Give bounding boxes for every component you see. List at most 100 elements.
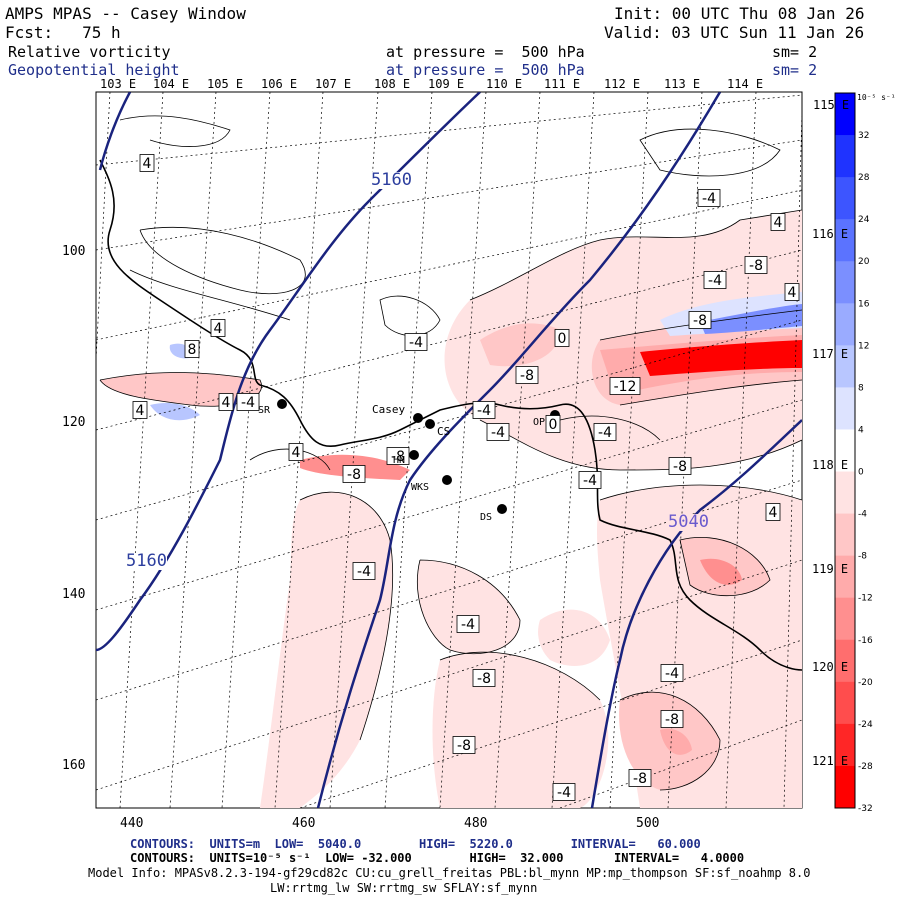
vorticity-label: -4 (703, 271, 727, 289)
vorticity-label: -8 (515, 366, 539, 384)
field1-level: at pressure = 500 hPa (386, 43, 585, 61)
lon-label: 112 E (604, 77, 641, 91)
vorticity-label: -4 (552, 783, 576, 801)
vorticity-label: -4 (486, 423, 510, 441)
height-contour-label: 5160 (126, 551, 167, 571)
svg-text:-4: -4 (357, 564, 371, 580)
vorticity-label: -8 (452, 736, 476, 754)
colorbar-swatch (835, 513, 855, 557)
station-label-wks: WKS (411, 482, 430, 493)
svg-text:-12: -12 (614, 379, 637, 395)
svg-text:-8: -8 (633, 771, 647, 787)
svg-text:-4: -4 (702, 191, 716, 207)
svg-text:4: 4 (214, 321, 223, 337)
svg-text:-8: -8 (391, 449, 405, 465)
lon-label: 108 E (374, 77, 411, 91)
vorticity-label: -4 (352, 562, 376, 580)
svg-text:-4: -4 (241, 395, 255, 411)
x-grid-label: 440 (120, 816, 144, 831)
colorbar-swatch (835, 471, 855, 515)
colorbar-swatch (835, 303, 855, 346)
svg-text:4: 4 (143, 156, 152, 172)
vorticity-label: -8 (660, 710, 684, 728)
colorbar-swatch (835, 93, 855, 136)
svg-text:-4: -4 (665, 666, 679, 682)
station-marker-ds (497, 504, 507, 514)
height-contour-info: CONTOURS: UNITS=m LOW= 5040.0 HIGH= 5220… (130, 837, 701, 851)
svg-text:4: 4 (774, 215, 783, 231)
vorticity-label: -4 (697, 189, 721, 207)
svg-text:-4: -4 (708, 273, 722, 289)
vorticity-label: 4 (765, 503, 781, 521)
svg-text:0: 0 (558, 331, 567, 347)
colorbar-tick-label: 20 (858, 257, 870, 267)
lon-label: 103 E (100, 77, 137, 91)
colorbar-tick-label: -12 (858, 594, 873, 604)
valid-time: Valid: 03 UTC Sun 11 Jan 26 (604, 23, 865, 42)
station-label-cs: CS (437, 425, 451, 438)
vorticity-label: 4 (139, 154, 155, 172)
vorticity-label: -12 (609, 377, 641, 395)
svg-text:-8: -8 (749, 258, 763, 274)
coastline (99, 159, 802, 671)
lon-label: 109 E (428, 77, 465, 91)
colorbar: 32 28 24 20 16 12 8 4 0 -4 -8 -12 -16 -20 -24 -28 -32 (834, 92, 873, 814)
svg-text:4: 4 (136, 403, 145, 419)
station-marker-casey (413, 413, 423, 423)
colorbar-tick-label: 24 (858, 215, 870, 225)
vorticity-label: -8 (744, 256, 768, 274)
vorticity-label: -4 (236, 393, 260, 411)
station-marker-wks (442, 475, 452, 485)
colorbar-unit: 10⁻⁵ s⁻¹ (857, 93, 896, 102)
colorbar-tick-label: -16 (858, 636, 873, 646)
colorbar-swatch (835, 597, 855, 641)
vorticity-label: 0 (545, 415, 561, 433)
vorticity-label: 0 (554, 329, 570, 347)
field1-name: Relative vorticity (8, 43, 171, 61)
svg-text:-8: -8 (520, 368, 534, 384)
svg-text:-4: -4 (598, 425, 612, 441)
svg-text:4: 4 (292, 445, 301, 461)
colorbar-swatch (835, 261, 855, 304)
vorticity-label: -4 (660, 664, 684, 682)
lon-label: 104 E (153, 77, 190, 91)
colorbar-border (834, 92, 856, 809)
svg-text:-8: -8 (347, 467, 361, 483)
svg-text:-4: -4 (461, 617, 475, 633)
colorbar-tick-label: -24 (858, 720, 873, 730)
colorbar-tick-label: -32 (858, 804, 873, 814)
field1-smoothing: sm= 2 (772, 43, 818, 61)
colorbar-tick-label: 4 (858, 425, 864, 435)
height-contour-label: 5160 (371, 170, 412, 190)
svg-text:-4: -4 (477, 403, 491, 419)
vorticity-label: -4 (404, 333, 428, 351)
lon-label-right: 121 E (812, 754, 849, 768)
model-info-physics: LW:rrtmg_lw SW:rrtmg_sw SFLAY:sf_mynn (270, 881, 538, 895)
colorbar-swatch (835, 681, 855, 725)
station-marker-cs (425, 419, 435, 429)
field2-smoothing: sm= 2 (772, 61, 818, 79)
vorticity-label: -4 (593, 423, 617, 441)
svg-text:0: 0 (549, 417, 558, 433)
x-grid-label: 500 (636, 816, 660, 831)
station-marker-hn (409, 450, 419, 460)
vorticity-label: -4 (456, 615, 480, 633)
lon-label: 110 E (486, 77, 523, 91)
svg-text:4: 4 (788, 285, 797, 301)
vorticity-label: -8 (342, 465, 366, 483)
svg-text:-4: -4 (583, 473, 597, 489)
svg-text:8: 8 (188, 342, 197, 358)
station-label-ds: DS (480, 512, 493, 523)
colorbar-tick-label: 28 (858, 173, 870, 183)
svg-text:4: 4 (769, 505, 778, 521)
svg-text:-8: -8 (477, 671, 491, 687)
svg-text:-4: -4 (557, 785, 571, 801)
colorbar-tick-label: -4 (858, 510, 867, 520)
init-time: Init: 00 UTC Thu 08 Jan 26 (614, 4, 865, 23)
colorbar-swatch (835, 177, 855, 220)
colorbar-swatch (835, 429, 855, 473)
vorticity-label: -8 (386, 447, 410, 465)
colorbar-swatch (835, 219, 855, 262)
svg-text:-4: -4 (491, 425, 505, 441)
